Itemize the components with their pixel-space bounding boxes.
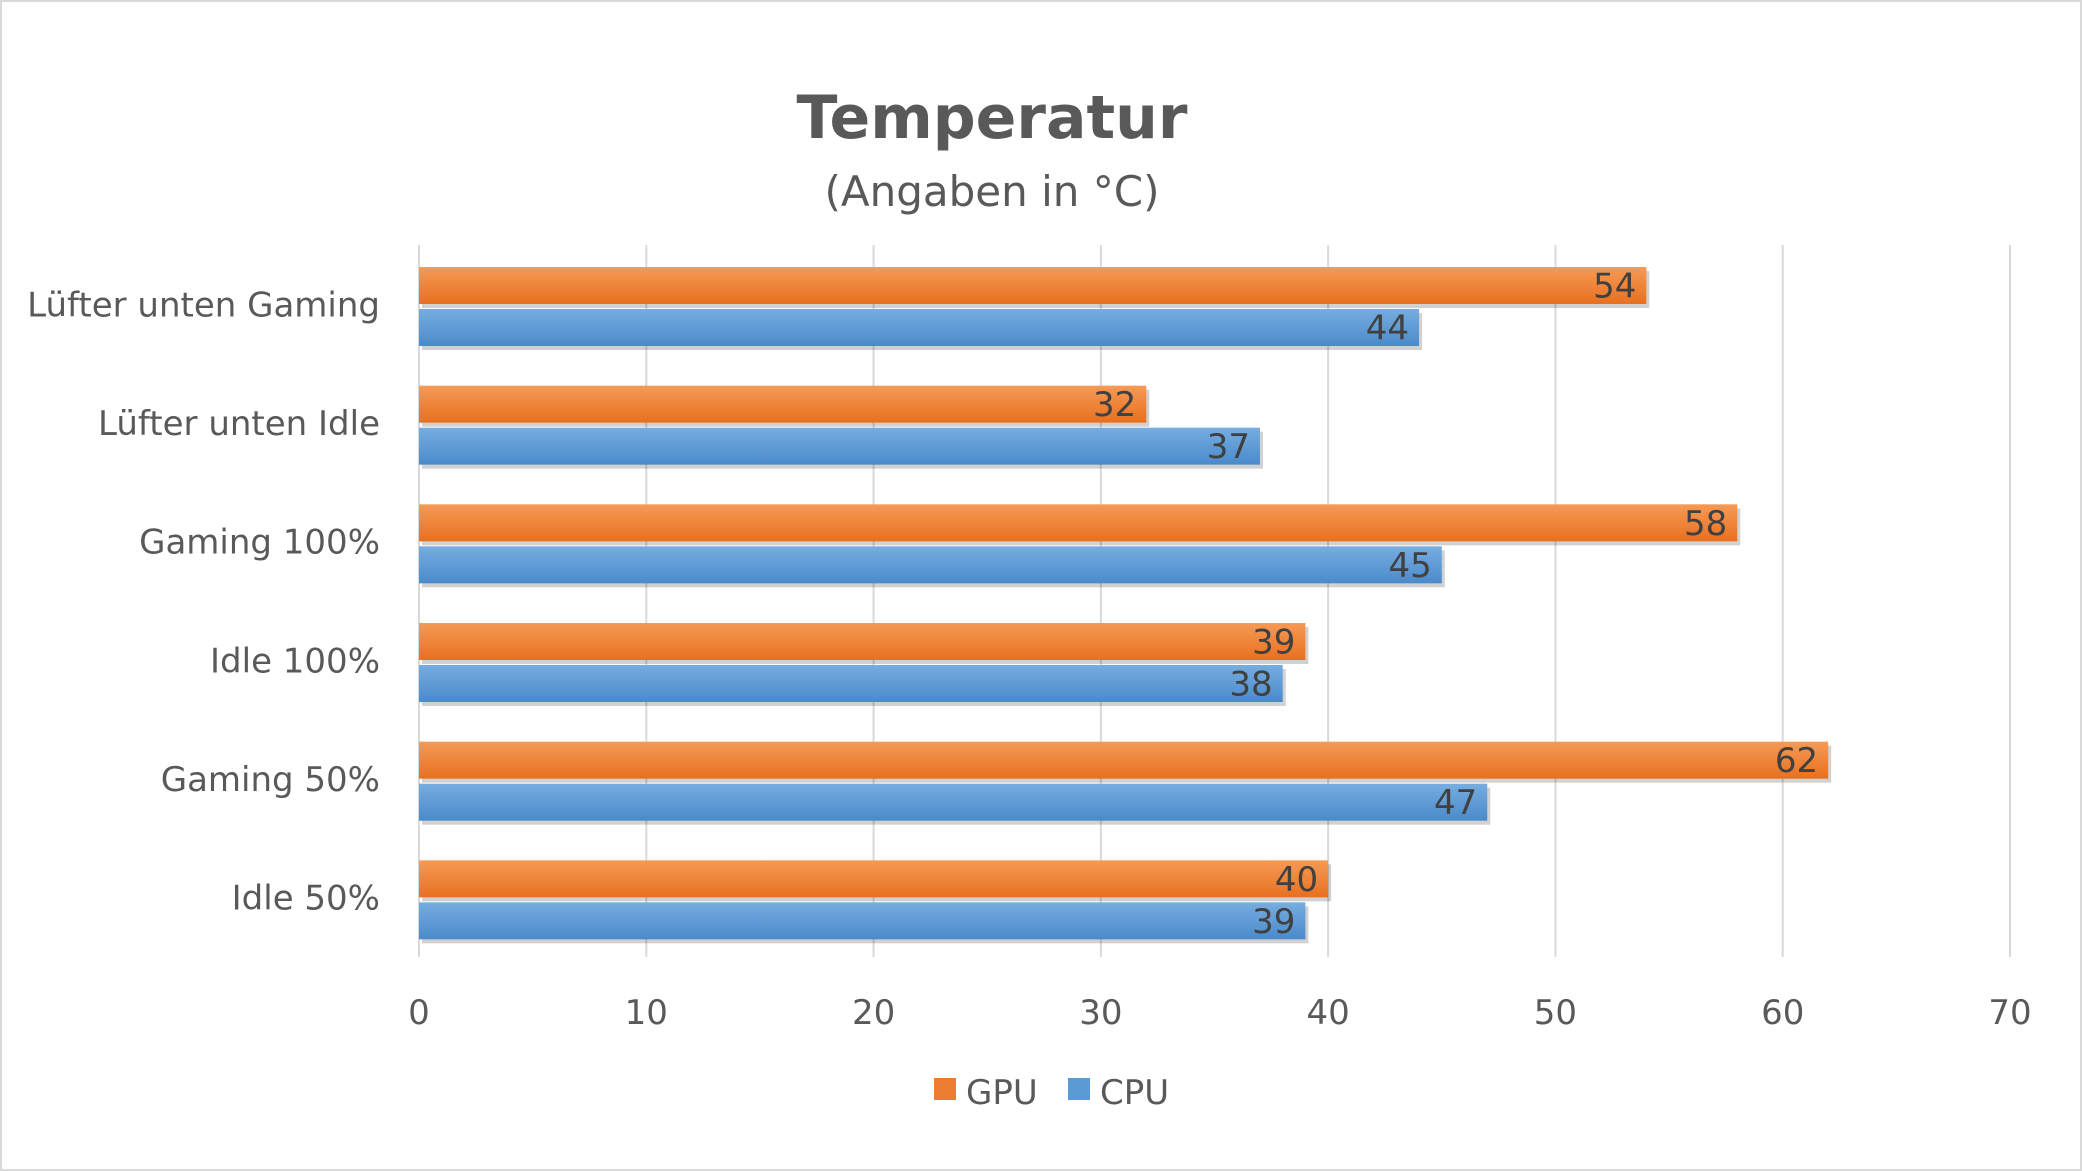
data-label-cpu-idle-100: 38 [1229,665,1272,705]
category-label-idle-50: Idle 50% [232,879,380,919]
data-label-cpu-lüfter-unten-idle: 37 [1207,427,1250,467]
bar-gpu-idle-100 [419,623,1306,660]
data-label-gpu-lüfter-unten-gaming: 54 [1593,267,1636,307]
legend-label-cpu: CPU [1100,1073,1169,1113]
gridlines [418,245,2011,957]
data-label-cpu-lüfter-unten-gaming: 44 [1366,309,1409,349]
legend-swatch-cpu [1068,1078,1090,1100]
bar-gpu-gaming-50 [419,741,1829,779]
bar-cpu-lüfter-unten-idle [419,427,1260,465]
category-label-gaming-100: Gaming 100% [139,523,380,563]
x-tick-label-50: 50 [1534,993,1577,1033]
x-tick-label-60: 60 [1761,993,1804,1033]
bars [419,267,1832,944]
bar-gpu-lüfter-unten-idle [419,385,1147,423]
bar-cpu-idle-50 [419,902,1306,940]
bar-cpu-idle-100 [419,665,1283,702]
data-label-cpu-gaming-50: 47 [1434,783,1477,823]
data-label-cpu-gaming-100: 45 [1389,546,1432,586]
category-label-gaming-50: Gaming 50% [161,760,380,800]
bar-gpu-gaming-100 [419,504,1738,542]
legend-swatch-gpu [934,1078,956,1100]
category-label-lüfter-unten-idle: Lüfter unten Idle [98,404,380,444]
x-tick-label-10: 10 [625,993,668,1033]
x-tick-label-70: 70 [1988,993,2031,1033]
chart-title-group: Temperatur (Angaben in °C) [797,83,1188,216]
legend-label-gpu: GPU [966,1073,1038,1113]
chart-subtitle: (Angaben in °C) [825,167,1160,216]
category-axis: Lüfter unten Gaming Lüfter unten Idle Gami… [27,285,380,918]
data-label-gpu-lüfter-unten-idle: 32 [1093,385,1136,425]
data-label-gpu-gaming-100: 58 [1684,504,1727,544]
x-tick-label-30: 30 [1079,993,1122,1033]
data-label-cpu-idle-50: 39 [1252,902,1295,942]
category-label-idle-100: Idle 100% [210,641,380,681]
data-label-gpu-idle-50: 40 [1275,860,1318,900]
x-tick-label-40: 40 [1307,993,1350,1033]
x-tick-label-20: 20 [852,993,895,1033]
category-label-lüfter-unten-gaming: Lüfter unten Gaming [27,285,380,325]
bar-cpu-gaming-50 [419,783,1488,821]
data-label-gpu-gaming-50: 62 [1775,741,1818,781]
x-tick-label-0: 0 [408,993,430,1033]
bar-cpu-gaming-100 [419,546,1442,584]
data-label-gpu-idle-100: 39 [1252,623,1295,663]
bar-gpu-lüfter-unten-gaming [419,267,1647,304]
value-axis: 0 10 20 30 40 50 60 70 [408,993,2031,1033]
legend: GPU CPU [934,1073,1169,1113]
bar-cpu-lüfter-unten-gaming [419,309,1420,346]
bar-gpu-idle-50 [419,860,1329,898]
chart-title: Temperatur [797,83,1188,153]
